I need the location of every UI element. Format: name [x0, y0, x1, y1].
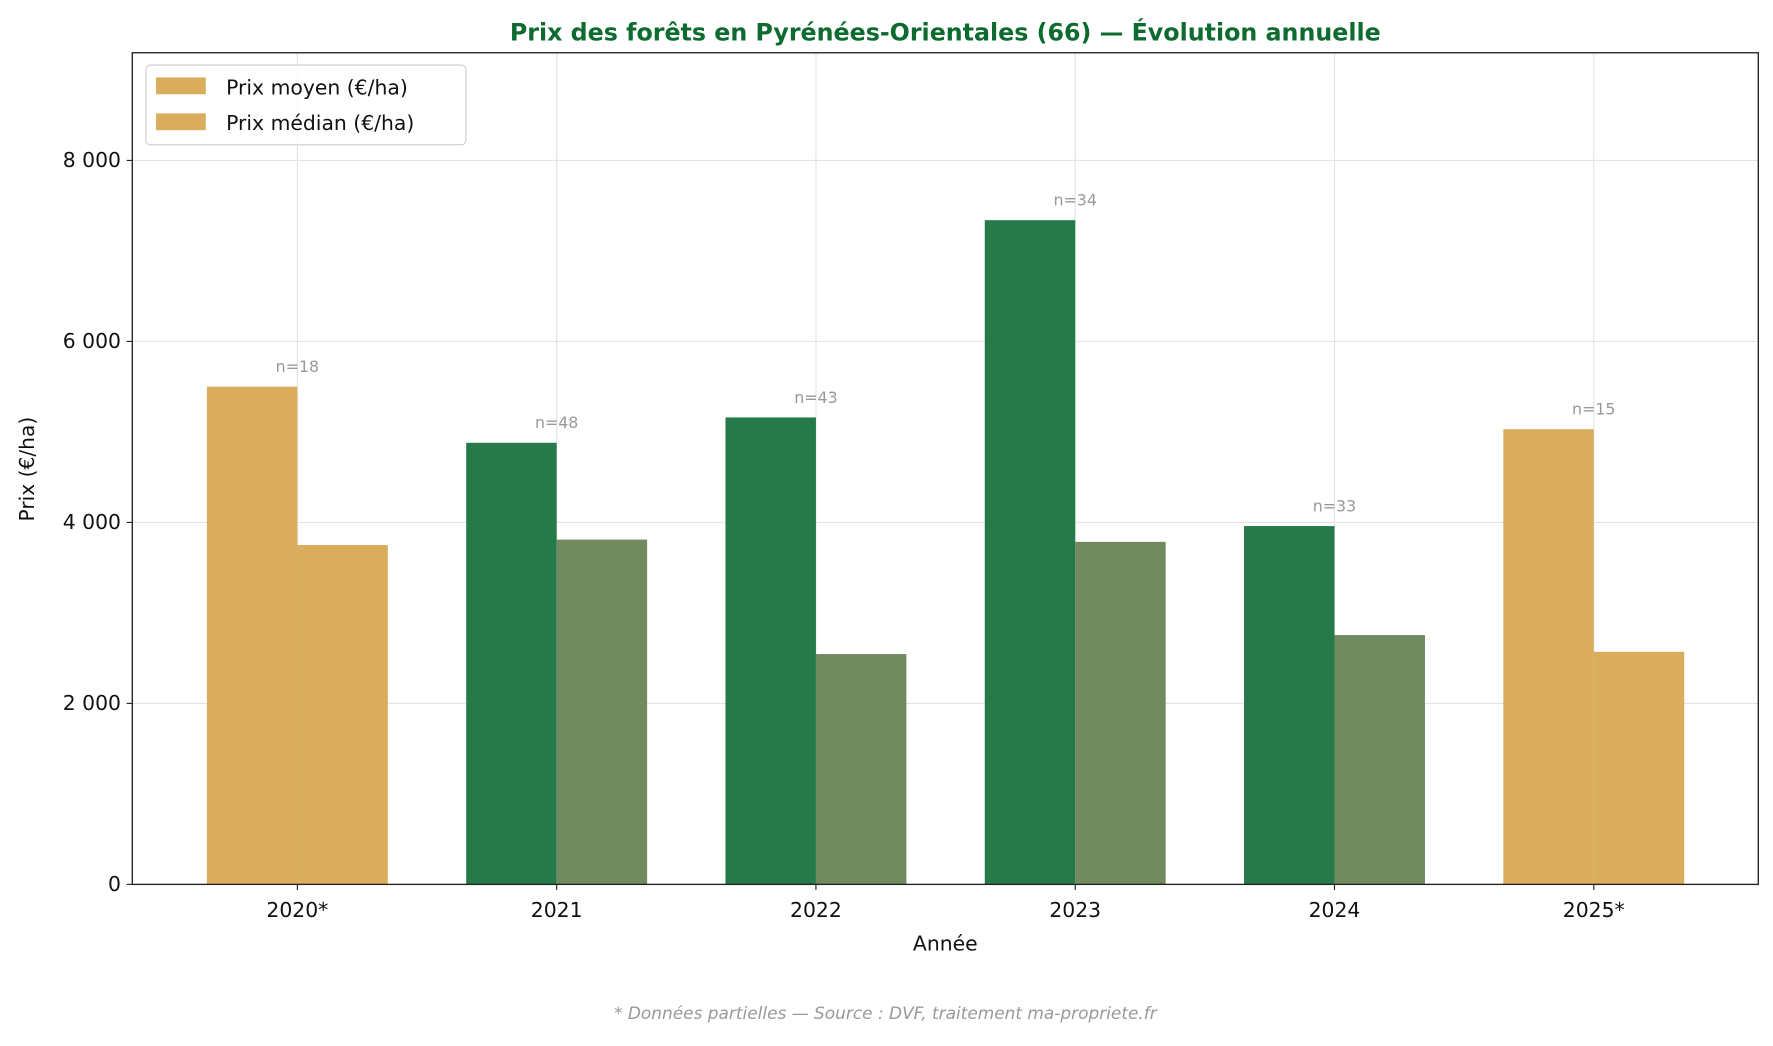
- count-label: n=48: [535, 413, 578, 432]
- count-label: n=18: [276, 357, 319, 376]
- legend: Prix moyen (€/ha) Prix médian (€/ha): [145, 64, 467, 146]
- legend-label-median: Prix médian (€/ha): [226, 111, 414, 135]
- x-tick-label: 2020*: [266, 898, 328, 922]
- y-axis: 0 2 000 4 000 6 000 8 000: [63, 148, 133, 896]
- y-tick-label: 8 000: [63, 148, 121, 172]
- chart-title: Prix des forêts en Pyrénées-Orientales (…: [510, 18, 1381, 46]
- x-tick-label: 2025*: [1563, 898, 1625, 922]
- count-label: n=33: [1313, 496, 1356, 515]
- bar-median-2020*: [297, 545, 388, 885]
- bar-mean-2021: [466, 442, 557, 885]
- y-tick-label: 0: [108, 872, 121, 896]
- y-tick-label: 2 000: [63, 691, 121, 715]
- bar-median-2023: [1075, 541, 1166, 885]
- bar-median-2021: [556, 539, 648, 885]
- x-tick-label: 2021: [531, 898, 583, 922]
- bar-mean-2023: [984, 220, 1076, 885]
- legend-frame: [145, 64, 467, 146]
- x-axis-label: Année: [913, 932, 978, 956]
- legend-swatch-median: [156, 113, 206, 131]
- bar-mean-2025*: [1503, 429, 1594, 885]
- legend-label-mean: Prix moyen (€/ha): [226, 75, 408, 99]
- x-axis: 2020* 2021 2022 2023 2024 2025*: [266, 884, 1625, 922]
- footnote: * Données partielles — Source : DVF, tra…: [614, 1003, 1158, 1023]
- legend-swatch-mean: [156, 77, 206, 95]
- bars: [206, 220, 1685, 885]
- bar-median-2025*: [1593, 651, 1685, 885]
- count-label: n=15: [1572, 400, 1615, 419]
- x-tick-label: 2023: [1049, 898, 1101, 922]
- count-label: n=34: [1054, 191, 1097, 210]
- bar-mean-2024: [1244, 526, 1335, 885]
- y-tick-label: 4 000: [63, 510, 121, 534]
- y-tick-label: 6 000: [63, 329, 121, 353]
- bar-mean-2022: [725, 417, 816, 885]
- count-label: n=43: [794, 388, 837, 407]
- x-tick-label: 2022: [790, 898, 842, 922]
- bar-median-2022: [815, 654, 907, 885]
- bar-mean-2020*: [206, 386, 298, 885]
- annotations: n=18 n=48 n=43 n=34 n=33 n=15: [276, 191, 1616, 516]
- x-tick-label: 2024: [1309, 898, 1361, 922]
- plot-frame: [131, 52, 1759, 886]
- bar-median-2024: [1334, 635, 1425, 885]
- y-axis-label: Prix (€/ha): [15, 417, 39, 522]
